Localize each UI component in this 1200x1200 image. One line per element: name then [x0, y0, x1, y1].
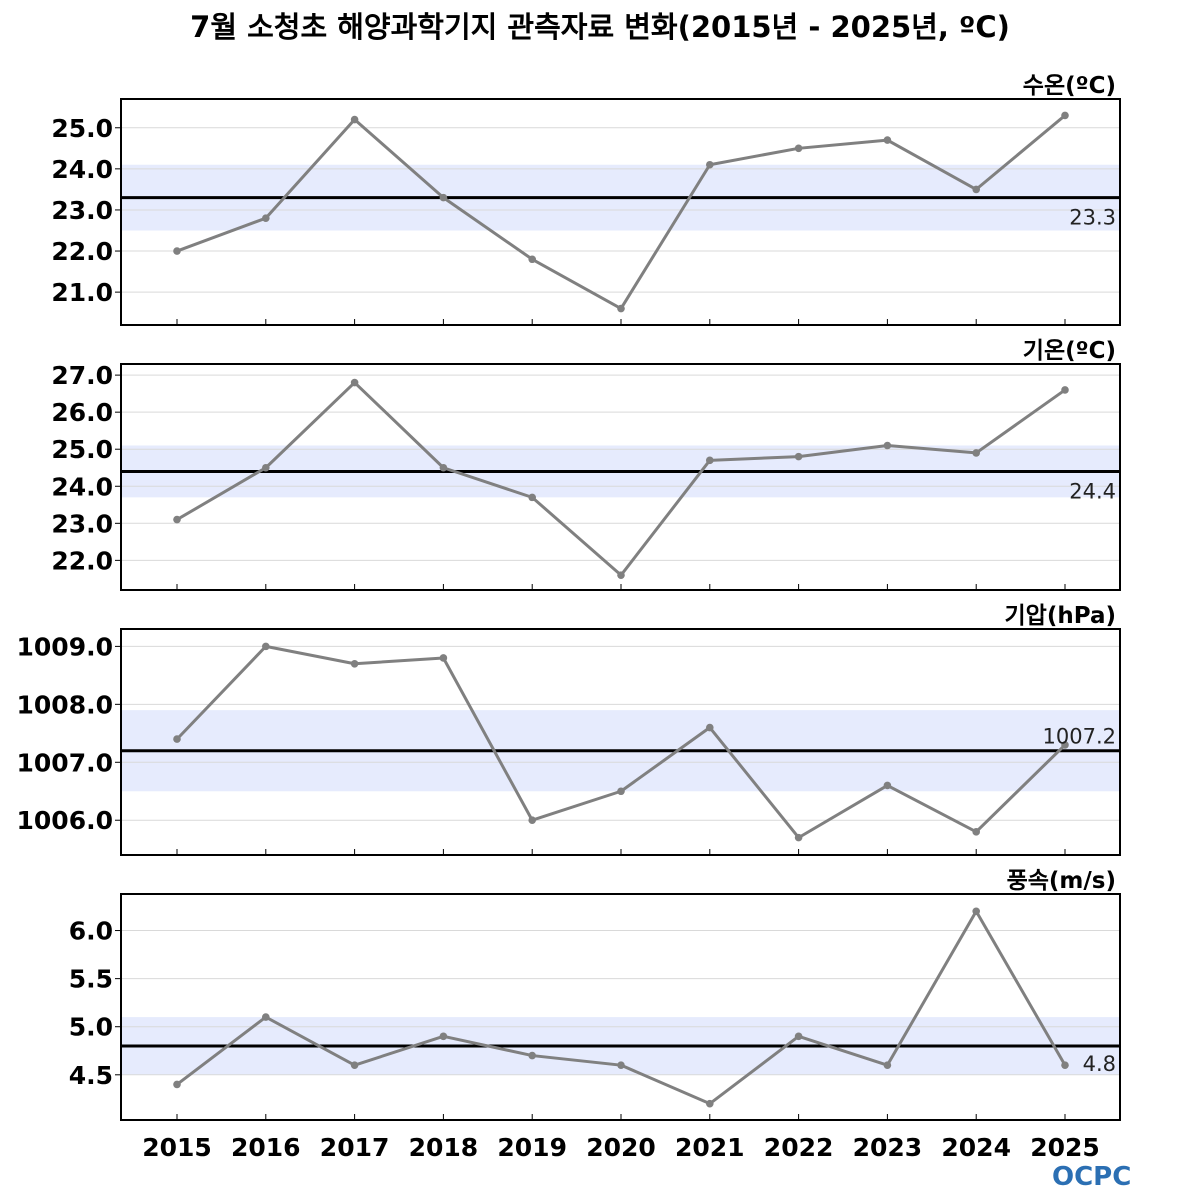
panel-2-data-point [794, 452, 803, 461]
xtick-label: 2017 [320, 1133, 390, 1162]
panel-3-data-point [262, 642, 270, 651]
xtick-label: 2016 [231, 1133, 301, 1162]
panel-2-ytick-label: 23.0 [51, 509, 113, 538]
panel-4-data-point [173, 1080, 181, 1089]
panel-1-frame [120, 98, 1121, 326]
panel-1-data-point [617, 304, 625, 313]
panel-1-ytick-label: 25.0 [51, 114, 113, 143]
panel-1-data-point [439, 193, 448, 202]
panel-4-title: 풍속(m/s) [1007, 868, 1116, 894]
panel-3-data-point [350, 659, 359, 668]
panel-1-data-point [883, 136, 892, 144]
panel-3-data-point [528, 816, 536, 825]
xtick-label: 2023 [853, 1133, 923, 1162]
ocpc-logo: OCPC [1052, 1162, 1132, 1192]
panel-1-mean-label: 23.3 [1069, 206, 1116, 230]
panel-3-data-point [972, 828, 980, 836]
panel-3-data-point [173, 735, 181, 743]
panel-2-data-point [706, 456, 714, 465]
panel-3-title: 기압(hPa) [1005, 603, 1116, 629]
panel-4-ytick-label: 4.5 [69, 1061, 113, 1090]
xtick-label: 2018 [409, 1133, 479, 1162]
xtick-label: 2024 [941, 1133, 1011, 1162]
panel-2-ytick-label: 26.0 [51, 398, 113, 427]
panel-4-data-point [883, 1061, 892, 1069]
panel-4-mean-label: 4.8 [1083, 1052, 1116, 1076]
panel-1-data-point [350, 115, 359, 124]
panel-2-data-point [528, 493, 536, 502]
xtick-label: 2025 [1030, 1133, 1100, 1162]
panel-2-ytick-label: 27.0 [51, 361, 113, 390]
panel-4-data-point [794, 1032, 803, 1041]
panel-1-ytick-label: 21.0 [51, 278, 113, 307]
panel-2-frame [120, 363, 1121, 591]
panel-2-mean-label: 24.4 [1069, 479, 1116, 503]
panel-2-data-point [1061, 386, 1069, 394]
panel-4-frame [120, 893, 1121, 1121]
panel-2-ytick-label: 25.0 [51, 435, 113, 464]
panel-3-data-point [439, 654, 448, 662]
panel-2-data-point [617, 571, 625, 579]
panel-4-data-point [972, 907, 980, 916]
panel-1-ytick-label: 22.0 [51, 237, 113, 266]
panel-1-title: 수온(ºC) [1023, 73, 1116, 99]
panel-2-data-point [350, 378, 359, 387]
panel-3-data-point [1061, 741, 1069, 749]
panel-1-data-point [794, 144, 803, 153]
panel-4-data-point [528, 1051, 536, 1060]
panel-3-ytick-label: 1008.0 [17, 690, 113, 719]
panel-1-data-point [262, 214, 270, 222]
xtick-label: 2019 [497, 1133, 567, 1162]
panel-2-data-point [972, 449, 980, 457]
panel-3-ytick-label: 1007.0 [17, 748, 113, 777]
panel-2-title: 기온(ºC) [1023, 338, 1116, 364]
panel-2-ytick-label: 22.0 [51, 546, 113, 575]
panel-1-data-point [972, 185, 980, 194]
xtick-label: 2015 [142, 1133, 212, 1162]
panel-3-data-point [883, 781, 892, 790]
panel-2-data-point [439, 463, 448, 472]
panel-1-data-point [528, 255, 536, 264]
xtick-label: 2021 [675, 1133, 745, 1162]
xtick-label: 2022 [764, 1133, 834, 1162]
panel-4-data-point [439, 1032, 448, 1041]
panel-3-data-point [617, 787, 625, 796]
panel-1-data-point [1061, 111, 1069, 120]
panel-1-data-point [173, 247, 181, 255]
panel-4-data-point [617, 1061, 625, 1069]
panel-2-data-point [262, 463, 270, 472]
panel-1-ytick-label: 23.0 [51, 196, 113, 225]
panel-1-data-point [706, 160, 714, 169]
panel-3-ytick-label: 1009.0 [17, 632, 113, 661]
panel-3-data-point [706, 723, 714, 732]
panel-4-data-point [706, 1099, 714, 1108]
panel-4-ytick-label: 6.0 [69, 917, 113, 946]
panel-3-mean-label: 1007.2 [1043, 725, 1116, 749]
panel-4-data-point [1061, 1061, 1069, 1069]
xtick-label: 2020 [586, 1133, 656, 1162]
panel-2-data-point [173, 515, 181, 524]
panel-4-data-point [350, 1061, 359, 1069]
panel-2-ytick-label: 24.0 [51, 472, 113, 501]
panel-3-frame [120, 628, 1121, 856]
panel-1-ytick-label: 24.0 [51, 155, 113, 184]
panel-3-ytick-label: 1006.0 [17, 806, 113, 835]
chart-title: 7월 소청초 해양과학기지 관측자료 변화(2015년 - 2025년, ºC) [190, 10, 1010, 44]
panel-4-ytick-label: 5.5 [69, 965, 113, 994]
panel-4-data-point [262, 1013, 270, 1021]
panel-3-data-point [794, 833, 803, 842]
panel-4-ytick-label: 5.0 [69, 1013, 113, 1042]
panel-2-data-point [883, 441, 892, 450]
